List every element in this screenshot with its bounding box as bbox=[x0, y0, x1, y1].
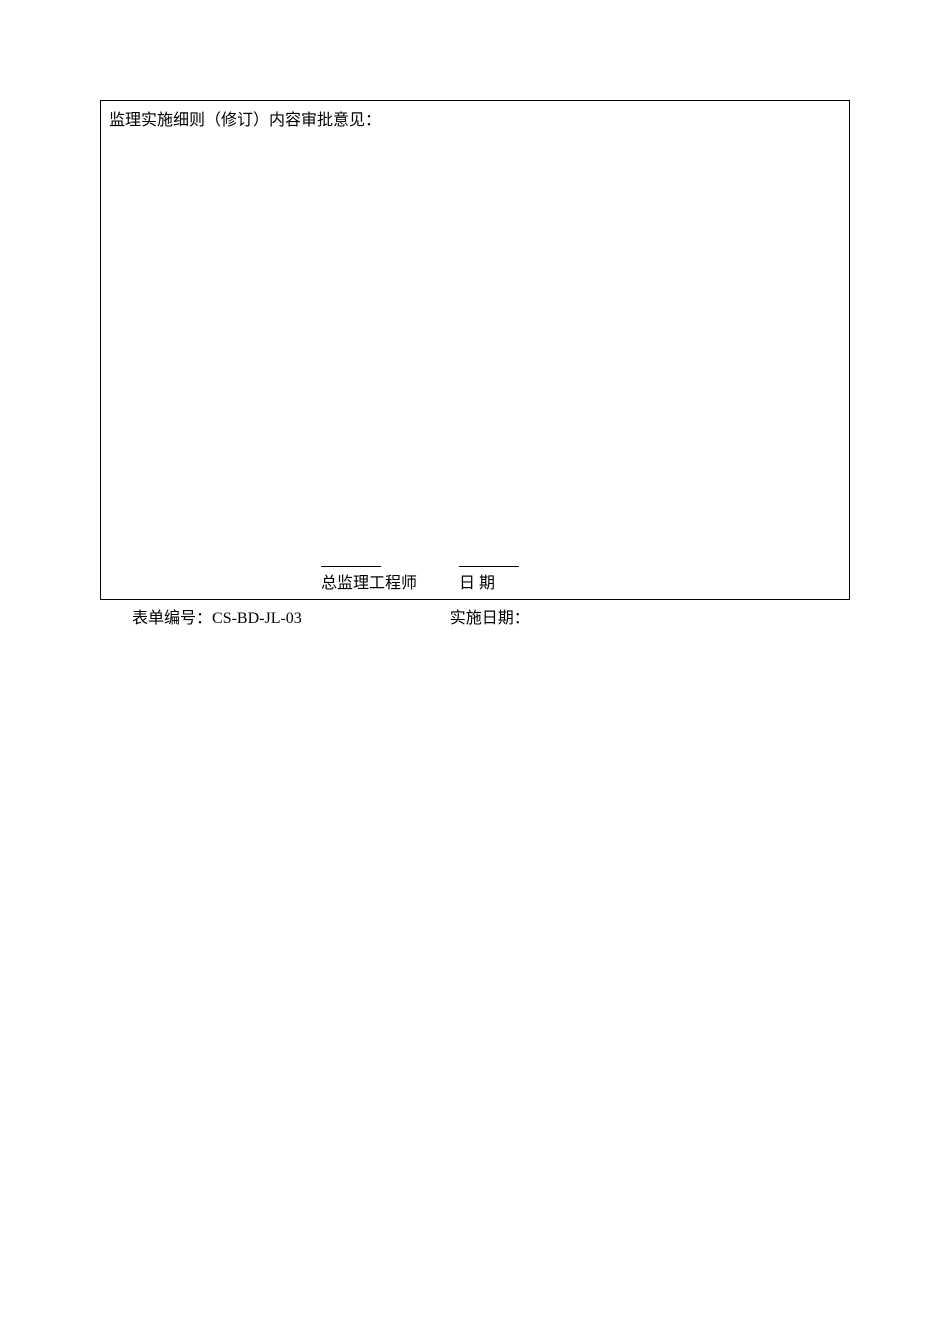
footer-row: 表单编号：CS-BD-JL-03 实施日期： bbox=[100, 604, 850, 628]
form-title: 监理实施细则（修订）内容审批意见： bbox=[109, 109, 841, 133]
date-signature-line bbox=[459, 566, 519, 567]
form-number-value: CS-BD-JL-03 bbox=[212, 610, 302, 627]
engineer-signature-group: 总监理工程师 bbox=[321, 566, 417, 593]
date-signature-group: 日 期 bbox=[459, 566, 519, 593]
signature-row: 总监理工程师 日 期 bbox=[101, 566, 849, 593]
implementation-date-label: 实施日期： bbox=[450, 604, 530, 628]
form-number: 表单编号：CS-BD-JL-03 bbox=[132, 604, 302, 628]
form-number-label: 表单编号： bbox=[132, 610, 212, 627]
approval-form-box: 监理实施细则（修订）内容审批意见： 总监理工程师 日 期 bbox=[100, 100, 850, 600]
date-label: 日 期 bbox=[459, 575, 495, 592]
engineer-label: 总监理工程师 bbox=[321, 575, 417, 592]
engineer-signature-line bbox=[321, 566, 381, 567]
